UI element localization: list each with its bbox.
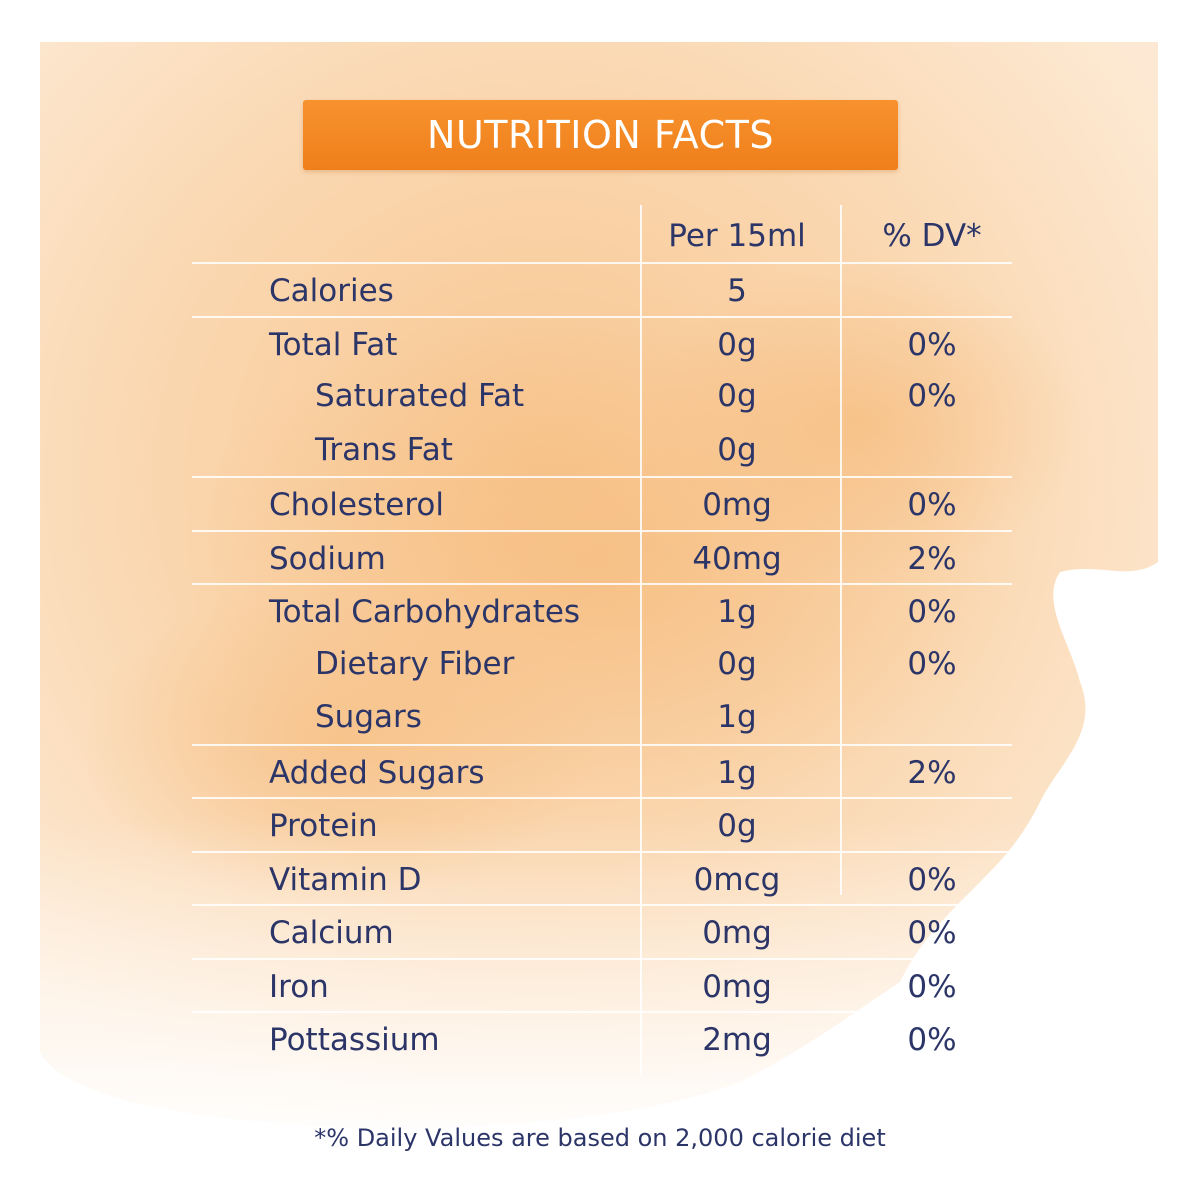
nutrient-daily-value <box>842 690 1022 744</box>
nutrient-amount: 0mg <box>702 487 772 523</box>
nutrient-label: Dietary Fiber <box>315 646 515 682</box>
nutrient-label: Cholesterol <box>269 487 444 523</box>
nutrient-row: Cholesterol 0mg 0% <box>192 476 1012 532</box>
nutrient-label: Total Carbohydrates <box>269 594 581 630</box>
nutrient-row: Vitamin D 0mcg 0% <box>192 851 1012 907</box>
nutrient-row: Added Sugars 1g 2% <box>192 744 1012 800</box>
nutrient-amount: 0g <box>717 327 757 363</box>
nutrient-amount: 0g <box>717 808 757 844</box>
nutrient-label: Total Fat <box>269 327 398 363</box>
nutrient-row: Iron 0mg 0% <box>192 958 1012 1014</box>
nutrient-row: Total Carbohydrates 1g 0% <box>192 583 1012 639</box>
nutrient-daily-value: 0% <box>907 487 957 523</box>
nutrient-amount: 1g <box>717 594 757 630</box>
nutrient-row: Calories 5 <box>192 262 1012 318</box>
nutrient-amount: 2mg <box>702 1022 772 1058</box>
nutrient-label: Calcium <box>269 915 394 951</box>
nutrient-row: Trans Fat 0g <box>192 423 1012 477</box>
nutrient-row: Sugars 1g <box>192 690 1012 744</box>
nutrient-daily-value: 0% <box>907 646 957 682</box>
nutrient-label: Calories <box>269 273 394 309</box>
daily-value-footnote: *% Daily Values are based on 2,000 calor… <box>314 1124 886 1152</box>
column-header-per-serving: Per 15ml <box>668 218 806 254</box>
nutrient-amount: 40mg <box>692 541 782 577</box>
nutrient-daily-value: 0% <box>907 969 957 1005</box>
nutrient-amount: 0g <box>717 646 757 682</box>
nutrient-daily-value: 2% <box>907 755 957 791</box>
nutrient-row: Protein 0g <box>192 797 1012 853</box>
nutrient-row: Pottassium 2mg 0% <box>192 1011 1012 1067</box>
nutrient-row: Dietary Fiber 0g 0% <box>192 637 1012 691</box>
nutrient-amount: 5 <box>727 273 747 309</box>
watercolor-background <box>40 42 1158 1152</box>
nutrient-amount: 0g <box>717 432 757 468</box>
nutrition-table: Per 15ml % DV* Calories 5 Total Fat 0g 0% Sat… <box>192 0 1012 1100</box>
nutrient-daily-value: 0% <box>907 594 957 630</box>
title-banner: NUTRITION FACTS <box>303 100 898 170</box>
column-divider <box>840 205 842 895</box>
nutrient-row: Calcium 0mg 0% <box>192 904 1012 960</box>
nutrient-daily-value <box>842 264 1022 318</box>
nutrient-daily-value: 0% <box>907 1022 957 1058</box>
nutrient-amount: 1g <box>717 699 757 735</box>
nutrient-amount: 0mg <box>702 969 772 1005</box>
nutrient-daily-value <box>842 799 1022 853</box>
nutrient-label: Added Sugars <box>269 755 485 791</box>
nutrient-amount: 0mg <box>702 915 772 951</box>
nutrient-daily-value: 2% <box>907 541 957 577</box>
nutrient-label: Iron <box>269 969 329 1005</box>
nutrient-row: Total Fat 0g 0% <box>192 316 1012 372</box>
nutrient-amount: 1g <box>717 755 757 791</box>
nutrient-label: Trans Fat <box>315 432 453 468</box>
nutrient-label: Saturated Fat <box>315 378 525 414</box>
nutrient-label: Sodium <box>269 541 386 577</box>
nutrient-label: Sugars <box>315 699 422 735</box>
nutrient-daily-value: 0% <box>907 327 957 363</box>
nutrient-row: Sodium 40mg 2% <box>192 530 1012 586</box>
column-header-daily-value: % DV* <box>882 218 982 254</box>
nutrient-label: Pottassium <box>269 1022 440 1058</box>
nutrient-label: Protein <box>269 808 378 844</box>
nutrient-daily-value <box>842 423 1022 477</box>
nutrient-row: Saturated Fat 0g 0% <box>192 369 1012 423</box>
nutrient-daily-value: 0% <box>907 915 957 951</box>
nutrient-amount: 0mcg <box>693 862 781 898</box>
nutrient-amount: 0g <box>717 378 757 414</box>
nutrient-label: Vitamin D <box>269 862 422 898</box>
nutrient-daily-value: 0% <box>907 862 957 898</box>
column-divider <box>640 205 642 1075</box>
panel-title: NUTRITION FACTS <box>427 113 774 157</box>
nutrient-daily-value: 0% <box>907 378 957 414</box>
